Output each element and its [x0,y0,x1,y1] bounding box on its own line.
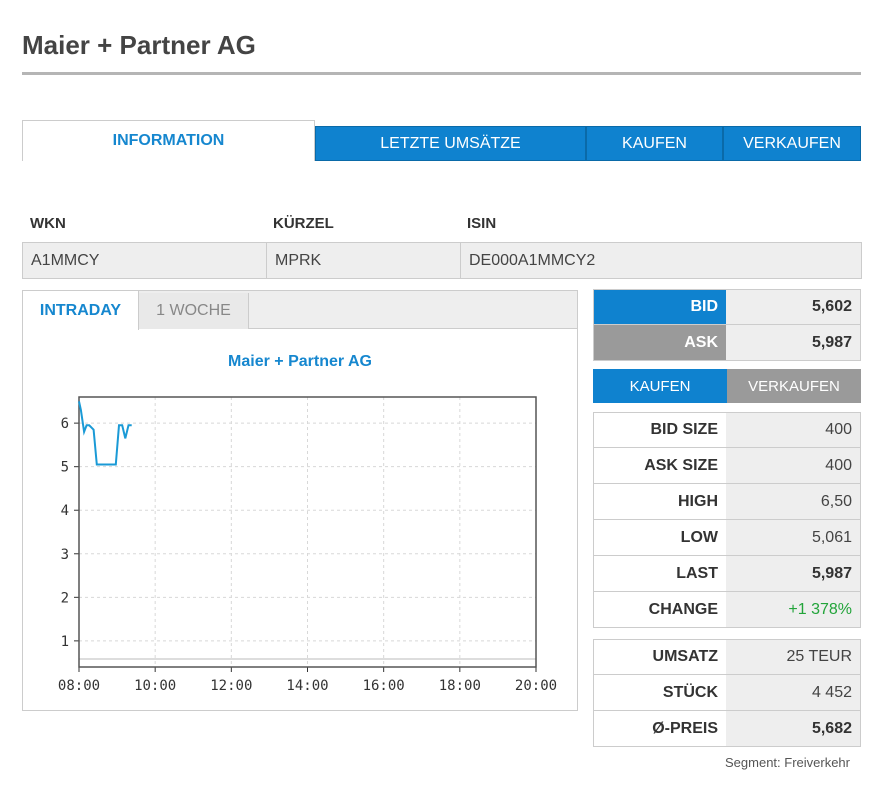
stat-value-change: +1 378% [726,592,860,627]
ask-label: ASK [594,325,726,360]
stat-label-bid-size: BID SIZE [594,413,726,447]
header-isin: ISIN [467,215,497,232]
intraday-chart: 08:00 10:00 12:00 14:00 16:00 18:00 20:00 1 2 3 4 5… [58,396,557,694]
value-isin: DE000A1MMCY2 [460,243,861,278]
x-tick-label: 16:00 [363,678,405,694]
y-tick-label: 2 [61,590,69,606]
plot-frame [78,396,537,668]
stats-table: BID SIZE 400 ASK SIZE 400 HIGH 6,50 LOW … [593,412,861,628]
volume-row: STÜCK 4 452 [593,675,861,711]
stat-label-high: HIGH [594,484,726,519]
chart-panel: INTRADAY 1 WOCHE Maier + Partner AG 08:0… [22,290,578,711]
identity-table: WKN KÜRZEL ISIN A1MMCY MPRK DE000A1MMCY2 [22,205,862,279]
stat-value-low: 5,061 [726,520,860,555]
segment-label: Segment: Freiverkehr [725,755,850,770]
x-tick-label: 14:00 [286,678,328,694]
volume-row: UMSATZ 25 TEUR [593,639,861,675]
header-wkn: WKN [30,215,66,232]
volume-label-umsatz: UMSATZ [594,640,726,674]
chart-title: Maier + Partner AG [228,353,372,370]
chart-tabs: INTRADAY 1 WOCHE [23,291,577,330]
y-tick-label: 1 [61,634,69,650]
x-tick-label: 08:00 [58,678,100,694]
volume-table: UMSATZ 25 TEUR STÜCK 4 452 Ø-PREIS 5,682 [593,639,861,747]
tab-kaufen[interactable]: KAUFEN [586,126,723,161]
stat-value-bid-size: 400 [726,413,860,447]
main-tabs: INFORMATION LETZTE UMSÄTZE KAUFEN VERKAU… [22,120,861,161]
stat-row: LAST 5,987 [593,556,861,592]
stat-row: LOW 5,061 [593,520,861,556]
stat-label-change: CHANGE [594,592,726,627]
y-tick-label: 5 [61,460,69,476]
verkaufen-button[interactable]: VERKAUFEN [727,369,861,403]
ask-row: ASK 5,987 [593,325,861,361]
value-wkn: A1MMCY [31,251,100,269]
volume-row: Ø-PREIS 5,682 [593,711,861,747]
volume-value-umsatz: 25 TEUR [726,640,860,674]
x-tick-label: 18:00 [439,678,481,694]
ask-value: 5,987 [726,325,860,360]
price-line [78,401,132,466]
y-tick-label: 6 [61,416,69,432]
volume-value-preis: 5,682 [726,711,860,746]
kaufen-button[interactable]: KAUFEN [593,369,727,403]
tab-intraday[interactable]: INTRADAY [23,291,139,330]
stat-row: HIGH 6,50 [593,484,861,520]
stat-row: ASK SIZE 400 [593,448,861,484]
tab-information[interactable]: INFORMATION [22,120,315,161]
value-kuerzel: MPRK [266,243,460,278]
bid-label: BID [594,290,726,324]
tab-verkaufen[interactable]: VERKAUFEN [723,126,861,161]
bid-value: 5,602 [726,290,860,324]
quote-panel: BID 5,602 ASK 5,987 [593,289,861,361]
stat-value-high: 6,50 [726,484,860,519]
header-kuerzel: KÜRZEL [273,215,334,232]
y-tick-label: 4 [61,503,69,519]
stat-row: BID SIZE 400 [593,412,861,448]
volume-label-preis: Ø-PREIS [594,711,726,746]
volume-value-stueck: 4 452 [726,675,860,710]
y-tick-label: 3 [61,547,69,563]
x-tick-label: 20:00 [515,678,557,694]
trade-bar: KAUFEN VERKAUFEN [593,369,861,403]
identity-header-row: WKN KÜRZEL ISIN [22,205,862,242]
bid-row: BID 5,602 [593,289,861,325]
title-divider [22,72,861,75]
x-tick-label: 12:00 [210,678,252,694]
tab-letzte-umsaetze[interactable]: LETZTE UMSÄTZE [315,126,586,161]
page-title: Maier + Partner AG [22,30,256,60]
identity-value-row: A1MMCY MPRK DE000A1MMCY2 [22,242,862,279]
stat-label-ask-size: ASK SIZE [594,448,726,483]
stat-label-last: LAST [594,556,726,591]
x-tick-label: 10:00 [134,678,176,694]
stat-label-low: LOW [594,520,726,555]
volume-label-stueck: STÜCK [594,675,726,710]
tab-1-woche[interactable]: 1 WOCHE [139,293,249,329]
stat-value-last: 5,987 [726,556,860,591]
stat-value-ask-size: 400 [726,448,860,483]
stat-row: CHANGE +1 378% [593,592,861,628]
